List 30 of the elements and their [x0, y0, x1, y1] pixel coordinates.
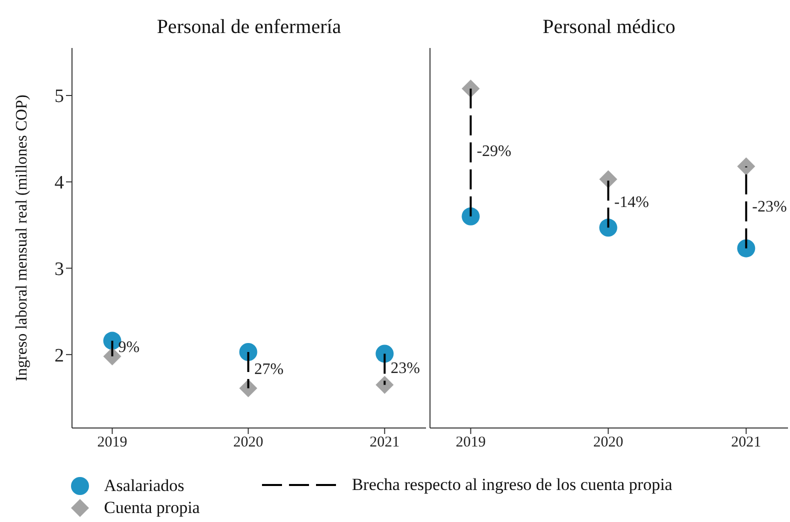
annotation: 23% [390, 360, 420, 377]
point [239, 343, 258, 361]
legend-label: Brecha respecto al ingreso de los cuenta propia [352, 475, 672, 495]
chart-title: Personal de enfermería [156, 16, 342, 39]
x-tick-label: 2019 [97, 434, 128, 451]
legend-label: Asalariados [104, 476, 184, 496]
annotation: -14% [614, 194, 649, 212]
point [376, 344, 394, 363]
x-tick-label: 2019 [456, 434, 486, 451]
point [599, 170, 618, 188]
y-tick-label: 2 [54, 345, 64, 366]
point [737, 157, 756, 176]
annotation: -23% [752, 198, 787, 216]
point [376, 376, 394, 394]
y-tick-label: 5 [54, 86, 64, 108]
y-axis-title: Ingreso laboral mensual real (millones COP) [13, 94, 31, 382]
legend-label: Cuenta propia [104, 498, 200, 518]
annotation: -29% [476, 143, 512, 160]
point [599, 218, 618, 237]
y-tick-label: 4 [54, 172, 64, 194]
annotation: 27% [254, 360, 284, 378]
y-tick-label: 3 [54, 258, 64, 280]
x-tick-label: 2021 [370, 434, 400, 451]
point [737, 239, 756, 258]
x-tick-label: 2020 [233, 434, 264, 451]
chart-title: Personal médico [542, 16, 676, 39]
point [462, 207, 480, 226]
annotation: 9% [118, 339, 140, 356]
x-tick-label: 2021 [731, 434, 762, 451]
x-tick-label: 2020 [593, 434, 624, 451]
